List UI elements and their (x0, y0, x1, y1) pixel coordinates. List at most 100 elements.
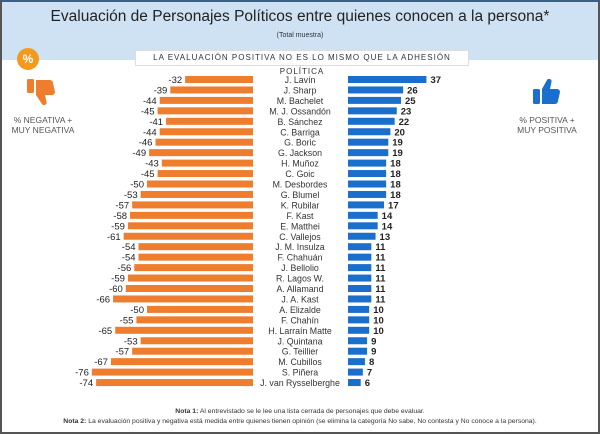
legend-positive: % POSITIVA + MUY POSITIVA (509, 77, 585, 135)
bar-positive (348, 264, 372, 272)
bar-negative (159, 96, 253, 104)
category-label: J. Quintana (278, 336, 323, 346)
legend-negative: % NEGATIVA + MUY NEGATIVA (10, 77, 76, 135)
value-label-positive: 11 (375, 263, 386, 274)
category-label: M. Bachelet (277, 96, 324, 106)
bar-positive (348, 295, 372, 303)
category-label: H. Larraín Matte (268, 326, 332, 336)
value-label-negative: -59 (111, 221, 125, 232)
value-label-positive: 18 (390, 159, 401, 170)
bar-negative (110, 358, 254, 366)
bar-negative (115, 326, 253, 334)
value-label-negative: -50 (130, 180, 144, 191)
category-label: R. Lagos W. (276, 274, 324, 284)
value-label-positive: 26 (407, 85, 418, 96)
value-label-negative: -46 (139, 138, 153, 149)
category-label: A. Allamand (277, 284, 324, 294)
bar-negative (147, 305, 253, 313)
value-label-negative: -50 (130, 305, 144, 316)
bar-negative (130, 211, 253, 219)
value-label-negative: -44 (143, 96, 157, 107)
bar-positive (348, 159, 387, 167)
bar-positive (348, 253, 372, 261)
legend-negative-line1: % NEGATIVA + (13, 115, 73, 125)
bar-negative (155, 138, 253, 146)
value-label-negative: -65 (98, 326, 112, 337)
category-label: F. Chahuán (278, 253, 323, 263)
note-2: Nota 2: La evaluación positiva y negativ… (2, 417, 598, 427)
bar-negative (140, 190, 253, 198)
bar-positive (348, 107, 397, 115)
value-label-positive: 25 (405, 96, 416, 107)
chart-subtitle: (Total muestra) (276, 32, 324, 39)
bar-positive (348, 285, 372, 292)
bar-positive (348, 211, 378, 219)
note-1: Nota 1: Al entrevistado se le lee una li… (2, 407, 598, 417)
bar-negative (149, 149, 253, 157)
bar-negative (140, 337, 253, 345)
category-label: J. Sharp (284, 85, 317, 95)
value-label-positive: 11 (375, 242, 386, 253)
value-label-positive: 11 (375, 294, 386, 305)
bar-positive (348, 358, 365, 366)
bar-positive (348, 326, 370, 334)
value-label-negative: -43 (145, 159, 159, 170)
bar-positive (348, 128, 391, 136)
value-label-positive: 10 (373, 305, 384, 316)
category-label: J. van Rysselberghe (260, 378, 340, 388)
value-label-negative: -45 (141, 106, 155, 117)
category-label: C. Vallejos (279, 232, 321, 242)
value-label-negative: -74 (79, 378, 93, 389)
value-label-negative: -67 (94, 357, 108, 368)
category-label: E. Matthei (280, 221, 320, 231)
category-label: G. Teillier (282, 347, 319, 357)
category-label: J. Lavín (285, 75, 316, 85)
bar-negative (159, 128, 253, 136)
value-label-negative: -58 (113, 211, 127, 222)
bar-positive (348, 96, 401, 104)
bar-positive (348, 222, 378, 230)
bar-positive (348, 337, 368, 345)
bar-positive (348, 243, 372, 251)
thumbs-up-icon (533, 78, 560, 104)
bar-positive (348, 305, 370, 313)
value-label-negative: -53 (124, 336, 138, 347)
bar-positive (348, 347, 368, 355)
legend-positive-line1: % POSITIVA + (519, 115, 575, 125)
thumbs-down-icon (27, 79, 55, 106)
bar-negative (96, 379, 254, 387)
bar-negative (134, 264, 253, 272)
category-label: B. Sánchez (278, 117, 323, 127)
value-label-positive: 13 (380, 232, 391, 243)
bar-negative (138, 243, 253, 251)
bar-negative (113, 295, 253, 303)
value-label-negative: -76 (75, 368, 89, 379)
value-label-positive: 11 (375, 284, 386, 295)
category-label: G. Jackson (278, 148, 322, 158)
bar-negative (147, 180, 253, 188)
bar-positive (348, 316, 370, 324)
bar-positive (348, 274, 372, 282)
bar-negative (166, 117, 253, 125)
value-label-positive: 23 (401, 106, 412, 117)
value-label-negative: -53 (124, 190, 138, 201)
value-label-negative: -41 (149, 117, 163, 128)
value-label-negative: -60 (109, 284, 123, 295)
note-2-text: La evaluación positiva y negativa está m… (86, 418, 537, 425)
bar-negative (185, 76, 253, 83)
disclaimer-banner: LA EVALUACIÓN POSITIVA NO ES LO MISMO QU… (135, 50, 469, 76)
category-label: M. Cubillos (278, 357, 322, 367)
bar-negative (138, 253, 253, 261)
value-label-negative: -39 (154, 85, 168, 96)
value-label-positive: 22 (399, 117, 410, 128)
category-label: K. Rubilar (281, 200, 320, 210)
value-label-positive: 7 (367, 368, 372, 379)
bar-positive (348, 180, 387, 188)
category-label: F. Chahín (281, 315, 319, 325)
legend-negative-line2: MUY NEGATIVA (11, 125, 75, 135)
bar-negative (127, 274, 253, 282)
value-label-positive: 6 (365, 378, 370, 389)
value-label-positive: 9 (371, 336, 376, 347)
category-label: H. Muñoz (281, 159, 319, 169)
